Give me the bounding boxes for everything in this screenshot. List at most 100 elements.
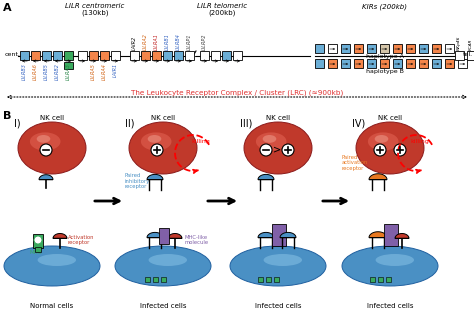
Text: Infected cells: Infected cells — [140, 303, 186, 309]
Bar — [380, 44, 389, 53]
Text: A: A — [3, 3, 12, 13]
Bar — [393, 59, 402, 68]
Bar — [152, 51, 161, 60]
Text: LILRP2: LILRP2 — [201, 34, 207, 50]
Ellipse shape — [37, 254, 76, 266]
Bar — [380, 59, 389, 68]
Polygon shape — [39, 175, 53, 179]
Text: LILRB3: LILRB3 — [21, 63, 27, 80]
Bar — [53, 51, 62, 60]
Text: (130kb): (130kb) — [81, 9, 109, 16]
Ellipse shape — [230, 246, 326, 286]
Bar — [258, 277, 263, 282]
Text: LILRA2: LILRA2 — [143, 33, 147, 50]
Polygon shape — [168, 234, 182, 239]
Bar — [378, 277, 383, 282]
Text: killing: killing — [410, 139, 429, 144]
Text: Infected cells: Infected cells — [367, 303, 413, 309]
Ellipse shape — [30, 132, 61, 151]
Text: LILRA1: LILRA1 — [154, 33, 158, 50]
Bar — [161, 277, 166, 282]
Text: MHC-like
molecule: MHC-like molecule — [185, 235, 209, 245]
Bar — [141, 51, 150, 60]
Polygon shape — [280, 232, 296, 238]
Text: Infected cells: Infected cells — [255, 303, 301, 309]
Bar — [200, 51, 209, 60]
Circle shape — [34, 236, 42, 244]
Circle shape — [394, 144, 406, 156]
Text: LILR centromeric: LILR centromeric — [65, 3, 125, 9]
Polygon shape — [395, 234, 409, 239]
Bar — [153, 277, 158, 282]
Bar — [384, 224, 398, 246]
Bar — [111, 51, 120, 60]
Text: LILRB4: LILRB4 — [175, 33, 181, 50]
Circle shape — [282, 144, 294, 156]
Text: tel.: tel. — [463, 53, 473, 58]
Bar — [35, 247, 41, 252]
Ellipse shape — [115, 246, 211, 286]
Bar — [100, 51, 109, 60]
Polygon shape — [147, 174, 163, 179]
Bar — [455, 51, 464, 60]
Polygon shape — [258, 174, 274, 179]
Text: Normal cells: Normal cells — [30, 303, 73, 309]
Ellipse shape — [375, 135, 388, 143]
Bar — [266, 277, 271, 282]
Bar — [222, 51, 231, 60]
Text: LAIR1: LAIR1 — [112, 63, 118, 77]
Bar — [64, 51, 73, 60]
Text: KIRs (200kb): KIRs (200kb) — [363, 3, 408, 10]
Text: LILRA4: LILRA4 — [101, 63, 107, 80]
Text: LILRB1: LILRB1 — [164, 33, 170, 50]
Bar — [419, 59, 428, 68]
Text: LILRP1: LILRP1 — [186, 34, 191, 50]
Ellipse shape — [244, 122, 312, 174]
Circle shape — [151, 144, 163, 156]
Polygon shape — [369, 174, 387, 179]
Bar — [78, 51, 87, 60]
Ellipse shape — [375, 254, 414, 266]
Text: LILRA5: LILRA5 — [91, 63, 95, 80]
Ellipse shape — [148, 135, 161, 143]
Bar — [386, 277, 391, 282]
Text: LILRA6: LILRA6 — [33, 63, 37, 80]
Ellipse shape — [149, 254, 187, 266]
Text: killing: killing — [191, 139, 210, 144]
Ellipse shape — [141, 132, 172, 151]
Text: NK cell: NK cell — [40, 115, 64, 121]
Bar — [233, 51, 242, 60]
Bar — [20, 51, 29, 60]
Text: Paired
activation
receptor: Paired activation receptor — [342, 155, 368, 171]
Bar — [393, 44, 402, 53]
Polygon shape — [258, 232, 274, 238]
Bar — [419, 44, 428, 53]
Ellipse shape — [18, 122, 86, 174]
Bar — [33, 234, 43, 248]
Bar — [42, 51, 51, 60]
Bar — [406, 44, 415, 53]
Text: LILR telomeric: LILR telomeric — [197, 3, 247, 9]
Bar — [130, 51, 139, 60]
Bar — [174, 51, 183, 60]
Bar — [145, 277, 150, 282]
Ellipse shape — [264, 254, 302, 266]
Text: Activation
receptor: Activation receptor — [68, 235, 94, 245]
Ellipse shape — [256, 132, 286, 151]
Ellipse shape — [356, 122, 424, 174]
Bar — [272, 224, 286, 246]
Bar — [274, 277, 279, 282]
Bar — [432, 44, 441, 53]
Text: Paired
inhibitory
receptor: Paired inhibitory receptor — [125, 173, 150, 189]
Bar — [315, 59, 324, 68]
Ellipse shape — [129, 122, 197, 174]
Ellipse shape — [368, 132, 399, 151]
Polygon shape — [369, 232, 387, 238]
Ellipse shape — [263, 135, 276, 143]
Text: LAIR2: LAIR2 — [131, 36, 137, 50]
Bar — [341, 59, 350, 68]
Bar — [328, 59, 337, 68]
Text: III): III) — [240, 118, 252, 128]
Ellipse shape — [4, 246, 100, 286]
Bar — [367, 59, 376, 68]
